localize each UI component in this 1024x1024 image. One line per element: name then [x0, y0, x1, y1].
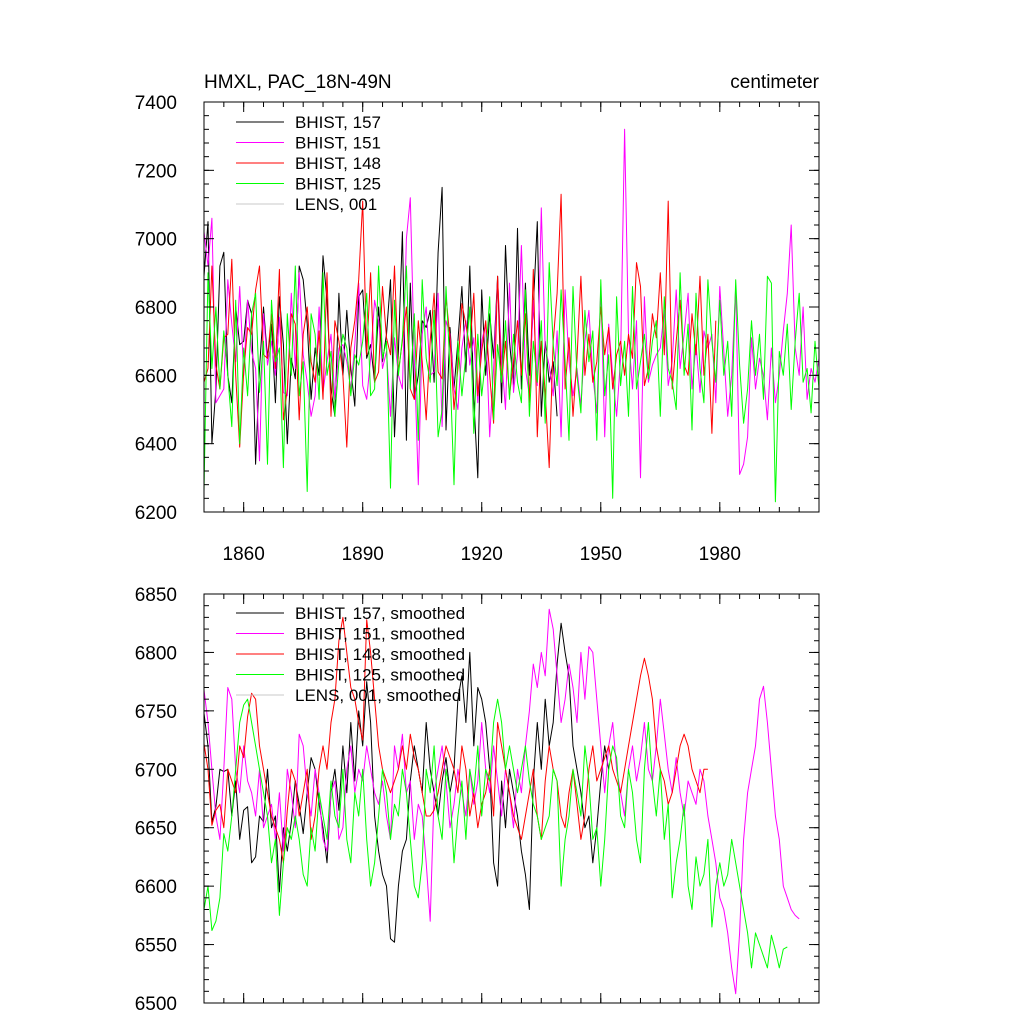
top-chart-title: HMXL, PAC_18N-49N [204, 72, 392, 93]
y-tick-label: 6400 [135, 435, 177, 456]
y-tick-label: 6800 [135, 298, 177, 319]
top-units-label: centimeter [730, 72, 819, 93]
y-tick-label: 7400 [135, 93, 177, 114]
y-tick-label: 6600 [135, 366, 177, 387]
x-tick-label: 1860 [223, 544, 265, 565]
y-tick-label: 6550 [135, 936, 177, 957]
bottom-panel: 6500 6550 6600 6650 6700 6750 6800 6850 BHIST, … [135, 585, 820, 1015]
bottom-plot-frame [203, 593, 820, 1004]
y-tick-label: 7000 [135, 230, 177, 251]
legend-label-4: BHIST, 125, smoothed [295, 666, 465, 685]
y-tick-label: 6600 [135, 877, 177, 898]
series-line-3 [204, 616, 708, 864]
y-tick-label: 6850 [135, 585, 177, 606]
x-tick-label: 1950 [580, 544, 622, 565]
y-tick-label: 6700 [135, 760, 177, 781]
legend-label-3: BHIST, 148, smoothed [295, 645, 465, 664]
bottom-legend: BHIST, 157, smoothed BHIST, 151, smoothed… [236, 604, 465, 705]
series-line-1 [204, 622, 610, 943]
top-axis-ticks [203, 101, 820, 513]
x-tick-label: 1920 [461, 544, 503, 565]
legend-label-5: LENS, 001 [295, 195, 377, 214]
y-tick-label: 6500 [135, 994, 177, 1015]
top-series-lines [204, 128, 819, 503]
series-line-2 [204, 608, 800, 995]
bottom-series-lines [204, 608, 800, 995]
bottom-axis-labels: 6500 6550 6600 6650 6700 6750 6800 6850 [135, 585, 177, 1015]
y-tick-label: 7200 [135, 161, 177, 182]
y-tick-label: 6650 [135, 819, 177, 840]
top-axis-labels: 6200 6400 6600 6800 7000 7200 7400 1860 1890 1920… [135, 93, 741, 565]
legend-label-4: BHIST, 125 [295, 175, 381, 194]
legend-label-2: BHIST, 151, smoothed [295, 625, 465, 644]
legend-label-1: BHIST, 157, smoothed [295, 604, 465, 623]
series-line-4 [204, 698, 788, 969]
top-plot-frame [203, 101, 820, 513]
y-tick-label: 6750 [135, 702, 177, 723]
series-line-2 [204, 128, 819, 486]
top-panel: HMXL, PAC_18N-49N centimeter 6200 6400 660… [135, 72, 820, 565]
legend-label-5: LENS, 001, smoothed [295, 686, 461, 705]
legend-label-3: BHIST, 148 [295, 154, 381, 173]
y-tick-label: 6200 [135, 503, 177, 524]
legend-label-1: BHIST, 157 [295, 113, 381, 132]
x-tick-label: 1890 [342, 544, 384, 565]
legend-label-2: BHIST, 151 [295, 134, 381, 153]
series-line-4 [204, 262, 819, 503]
x-tick-label: 1980 [699, 544, 741, 565]
y-tick-label: 6800 [135, 643, 177, 664]
